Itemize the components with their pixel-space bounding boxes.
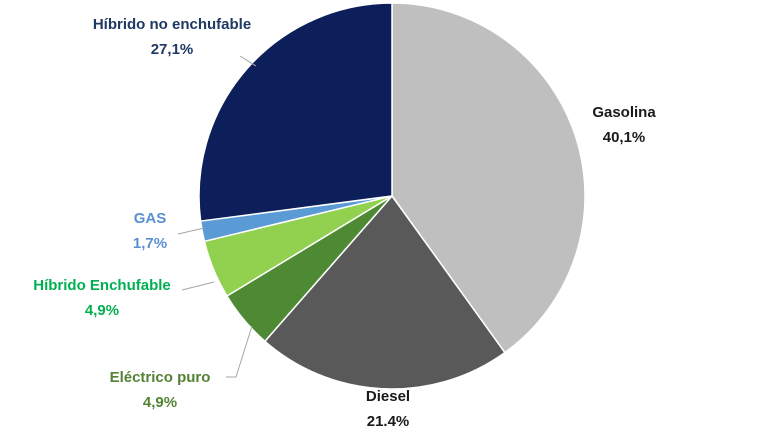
leader-line xyxy=(226,325,253,378)
category-label: Gasolina xyxy=(592,104,656,121)
category-label: Eléctrico puro xyxy=(109,369,211,386)
value-label: 4,9% xyxy=(142,394,178,411)
slice-label: Eléctrico puro 4,9% xyxy=(110,365,211,415)
category-label: GAS xyxy=(133,210,167,227)
value-label: 27,1% xyxy=(150,41,194,58)
slice-label: Híbrido Enchufable 4,9% xyxy=(33,273,171,323)
leader-line xyxy=(181,281,215,291)
leader-line xyxy=(177,227,205,235)
slice-label: Diesel 21.4% xyxy=(366,384,410,434)
category-label: Híbrido no enchufable xyxy=(92,16,252,33)
pie-slice xyxy=(391,2,586,354)
category-label: Híbrido Enchufable xyxy=(33,277,171,294)
slice-label: Híbrido no enchufable 27,1% xyxy=(92,12,252,62)
value-label: 4,9% xyxy=(84,302,120,319)
pie-slice xyxy=(263,194,506,390)
pie xyxy=(198,2,586,390)
leader-line xyxy=(239,55,257,67)
pie-slice xyxy=(198,2,393,222)
value-label: 1,7% xyxy=(132,235,168,252)
slice-label: Gasolina 40,1% xyxy=(592,100,655,150)
slice-label: GAS 1,7% xyxy=(133,206,167,256)
category-label: Diesel xyxy=(365,388,411,405)
value-label: 40,1% xyxy=(602,129,646,146)
value-label: 21.4% xyxy=(366,413,410,430)
